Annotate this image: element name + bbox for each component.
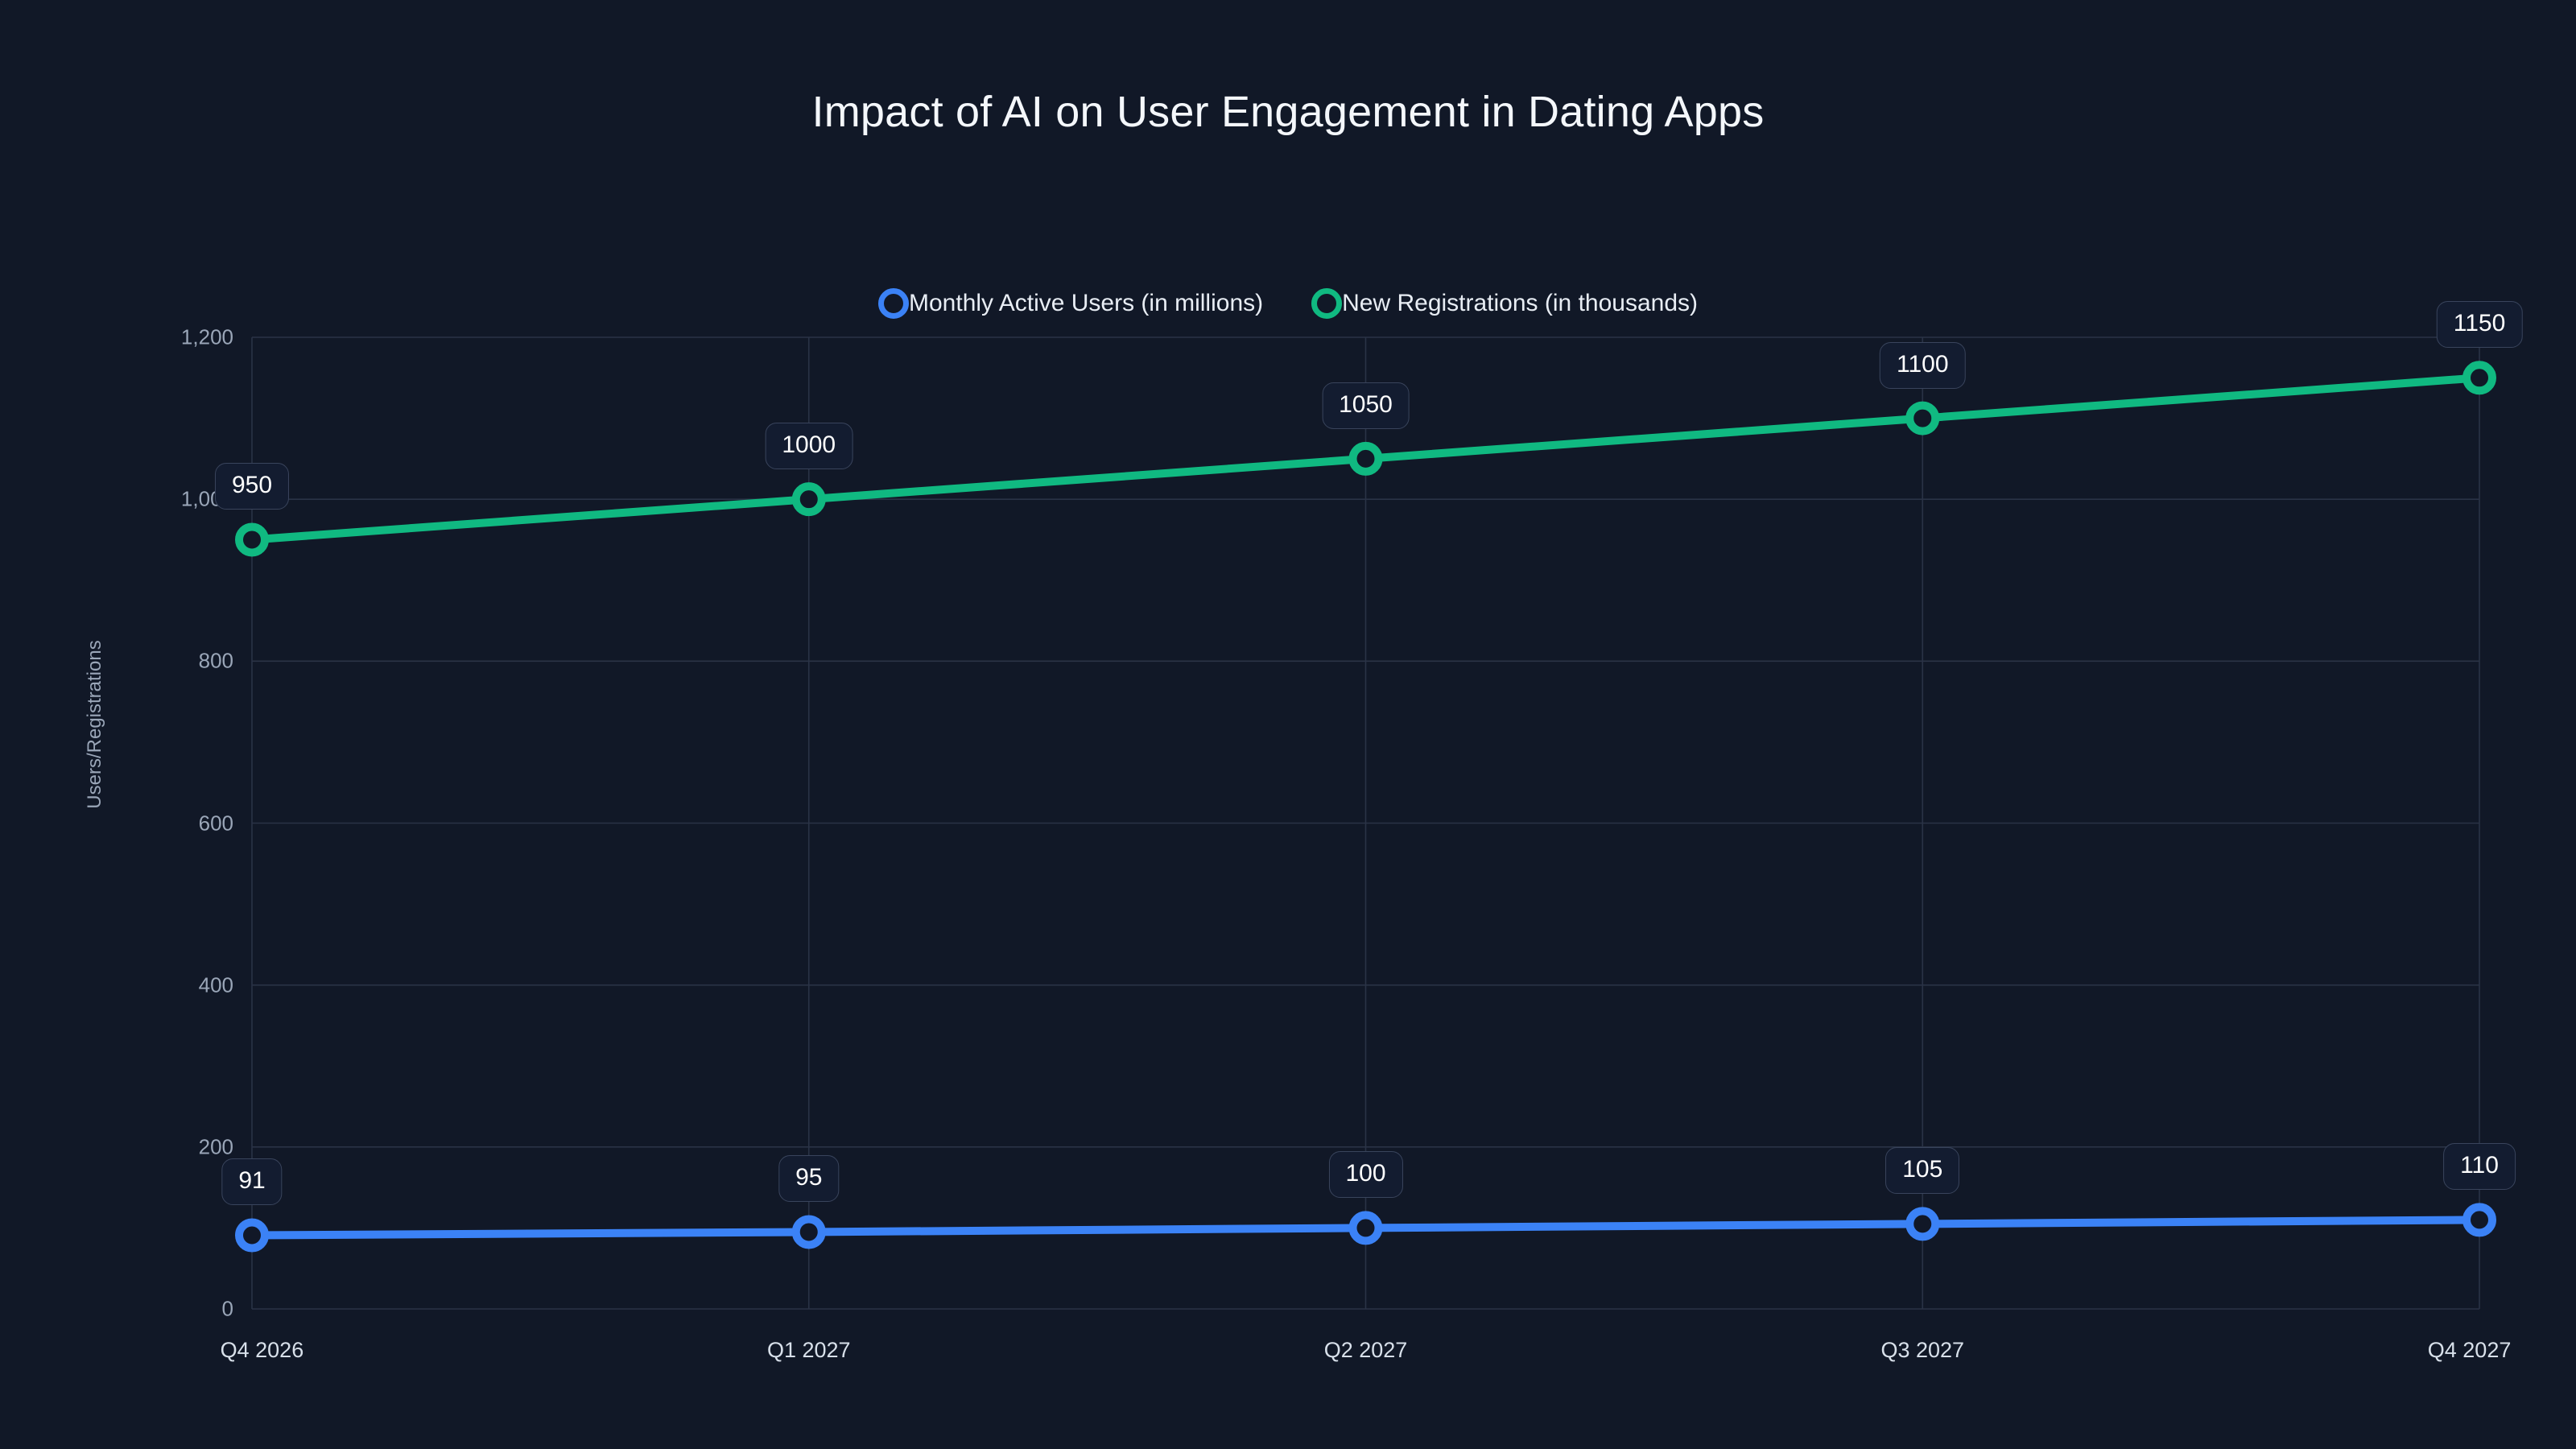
y-axis-tick-label: 1,000 <box>180 486 233 511</box>
data-point-marker[interactable] <box>791 1215 826 1249</box>
x-axis-tick-label: Q4 2026 <box>220 1338 304 1362</box>
ring-marker-icon <box>1311 288 1343 319</box>
data-point-marker[interactable] <box>2462 1203 2496 1237</box>
data-point-marker[interactable] <box>1348 1211 1383 1245</box>
ring-marker-icon <box>878 288 909 319</box>
x-axis-tick-label: Q1 2027 <box>766 1338 851 1362</box>
data-point-label: 1100 <box>1879 341 1966 389</box>
y-axis-tick-label: 800 <box>198 648 233 673</box>
data-point-label: 91 <box>221 1158 283 1206</box>
data-point-label: 105 <box>1885 1147 1960 1195</box>
data-point-marker[interactable] <box>1348 441 1383 476</box>
y-axis-tick-label: 1,200 <box>180 324 233 349</box>
legend-item-label: New Registrations (in thousands) <box>1342 290 1698 316</box>
x-axis-tick-label: Q2 2027 <box>1323 1338 1408 1362</box>
y-axis-tick-label: 600 <box>198 811 233 835</box>
legend-item-monthly-active-users[interactable]: Monthly Active Users (in millions) <box>878 288 1263 319</box>
chart-legend: Monthly Active Users (in millions) New R… <box>0 288 2576 319</box>
data-point-label: 100 <box>1328 1151 1403 1199</box>
data-point-label: 1000 <box>765 423 853 470</box>
data-point-marker[interactable] <box>2462 361 2496 395</box>
data-point-marker[interactable] <box>791 482 826 517</box>
legend-item-new-registrations[interactable]: New Registrations (in thousands) <box>1311 288 1698 319</box>
data-point-label: 950 <box>214 463 290 510</box>
legend-item-label: Monthly Active Users (in millions) <box>909 290 1264 316</box>
data-point-label: 110 <box>2443 1143 2516 1191</box>
plot-area <box>235 336 2496 1310</box>
page-title: Impact of AI on User Engagement in Datin… <box>811 88 1765 136</box>
data-point-marker[interactable] <box>1905 401 1940 436</box>
data-point-label: 95 <box>778 1155 840 1203</box>
data-point-label: 1150 <box>2436 301 2523 349</box>
x-axis-tick-label: Q3 2027 <box>1880 1338 1965 1362</box>
data-point-marker[interactable] <box>235 1218 269 1253</box>
data-point-marker[interactable] <box>1905 1207 1940 1241</box>
y-axis-tick-label: 200 <box>198 1134 233 1159</box>
data-point-marker[interactable] <box>235 522 269 557</box>
chart-canvas <box>235 336 2496 1310</box>
y-axis-tick-label: 0 <box>221 1296 233 1321</box>
data-point-label: 1050 <box>1322 382 1410 429</box>
x-axis-tick-label: Q4 2027 <box>2427 1338 2512 1362</box>
y-axis-tick-label: 400 <box>198 972 233 997</box>
